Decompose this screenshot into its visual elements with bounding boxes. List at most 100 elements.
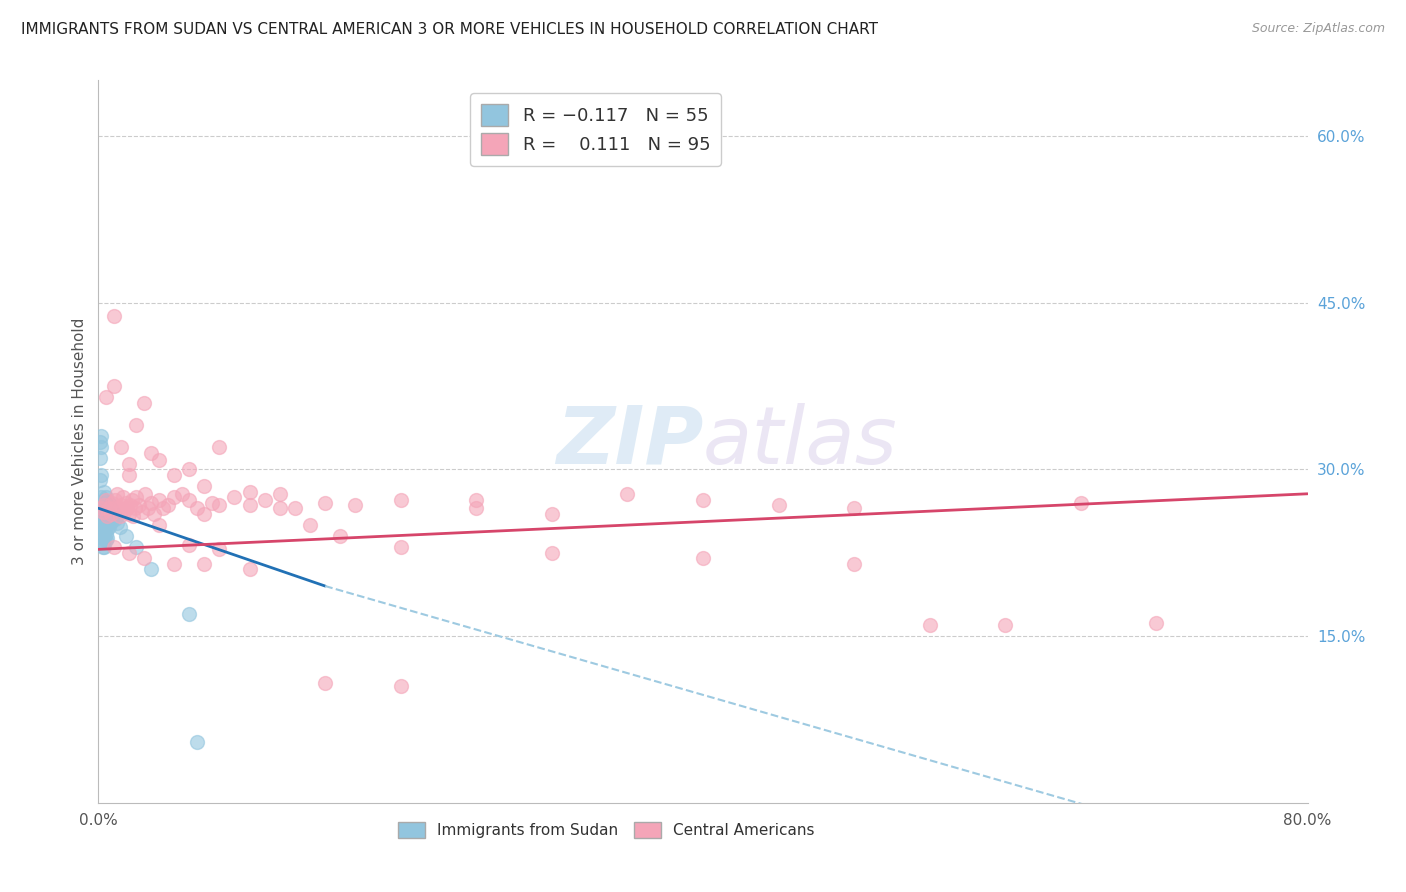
Point [101, 503, 124, 517]
Point [148, 493, 170, 508]
Point [284, 501, 307, 516]
Point [103, 507, 125, 521]
Point [91, 496, 114, 510]
Point [104, 512, 127, 526]
Point [90, 512, 112, 526]
Point [103, 379, 125, 393]
Point [132, 551, 155, 566]
Point [208, 440, 231, 454]
Point [170, 487, 193, 501]
Point [134, 487, 156, 501]
Point [96, 508, 118, 523]
Point [125, 490, 148, 504]
Y-axis label: 3 or more Vehicles in Household: 3 or more Vehicles in Household [72, 318, 87, 566]
Point [108, 520, 131, 534]
Point [100, 507, 122, 521]
Point [1144, 615, 1167, 630]
Point [91, 512, 114, 526]
Point [101, 496, 124, 510]
Point [152, 501, 174, 516]
Point [91, 524, 114, 538]
Point [90, 490, 112, 504]
Point [100, 515, 122, 529]
Point [94, 498, 117, 512]
Point [93, 508, 115, 523]
Point [89, 474, 111, 488]
Point [239, 562, 262, 576]
Point [269, 487, 291, 501]
Point [103, 501, 125, 516]
Point [141, 445, 163, 459]
Point [131, 505, 153, 519]
Point [994, 618, 1017, 632]
Point [94, 520, 117, 534]
Point [299, 517, 322, 532]
Point [465, 501, 488, 516]
Point [148, 453, 170, 467]
Point [93, 501, 115, 516]
Point [98, 496, 121, 510]
Point [105, 516, 128, 530]
Point [768, 498, 790, 512]
Text: Source: ZipAtlas.com: Source: ZipAtlas.com [1251, 22, 1385, 36]
Point [91, 529, 114, 543]
Point [314, 496, 336, 510]
Point [239, 498, 262, 512]
Point [208, 498, 231, 512]
Point [114, 529, 136, 543]
Point [89, 496, 111, 510]
Point [90, 501, 112, 516]
Point [94, 390, 117, 404]
Point [120, 498, 142, 512]
Point [163, 490, 186, 504]
Point [128, 498, 150, 512]
Point [389, 493, 412, 508]
Point [179, 607, 201, 621]
Point [179, 538, 201, 552]
Point [110, 440, 132, 454]
Point [141, 562, 163, 576]
Point [239, 484, 262, 499]
Point [314, 675, 336, 690]
Point [98, 505, 121, 519]
Point [107, 501, 129, 516]
Point [692, 493, 714, 508]
Point [118, 507, 141, 521]
Point [193, 479, 215, 493]
Point [110, 498, 132, 512]
Point [112, 505, 135, 519]
Point [93, 525, 115, 540]
Point [193, 557, 215, 571]
Point [93, 517, 115, 532]
Point [93, 533, 115, 547]
Point [124, 501, 146, 516]
Point [91, 517, 114, 532]
Point [96, 515, 118, 529]
Point [96, 522, 118, 536]
Point [90, 467, 112, 482]
Point [118, 457, 141, 471]
Point [93, 498, 115, 512]
Point [115, 501, 138, 516]
Point [100, 507, 122, 521]
Point [89, 434, 111, 449]
Point [844, 557, 866, 571]
Point [98, 520, 121, 534]
Point [89, 451, 111, 466]
Point [93, 540, 115, 554]
Point [540, 507, 562, 521]
Point [103, 309, 125, 323]
Point [94, 512, 117, 526]
Point [156, 498, 179, 512]
Point [94, 490, 117, 504]
Point [141, 496, 163, 510]
Point [91, 505, 114, 519]
Point [616, 487, 638, 501]
Point [98, 512, 121, 526]
Point [179, 462, 201, 476]
Legend: Immigrants from Sudan, Central Americans: Immigrants from Sudan, Central Americans [389, 814, 823, 846]
Point [93, 484, 115, 499]
Point [465, 493, 488, 508]
Point [91, 507, 114, 521]
Point [118, 546, 141, 560]
